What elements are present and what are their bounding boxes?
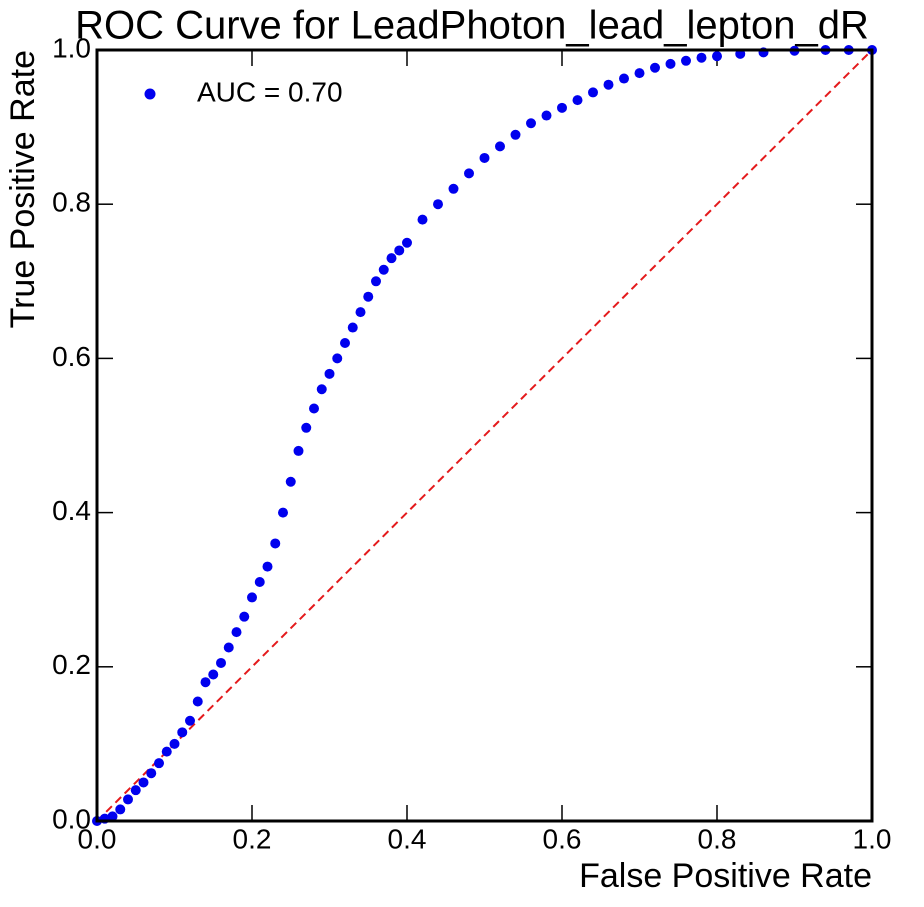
data-point [541,110,552,121]
data-point [208,669,219,680]
data-point [130,785,141,796]
data-point [347,322,358,333]
data-point [270,538,281,549]
data-point [324,368,335,379]
x-tick-label: 0.0 [78,823,117,854]
x-tick-label: 0.6 [543,823,582,854]
data-point [223,642,234,653]
data-point [293,445,304,456]
data-point [177,727,188,738]
data-point [448,183,459,194]
y-tick-label: 1.0 [52,32,91,63]
data-point [386,253,397,264]
data-point [107,811,118,822]
data-point [665,58,676,69]
data-point [363,291,374,302]
data-point [526,118,536,129]
chart-title: ROC Curve for LeadPhoton_lead_lepton_dR [75,4,869,48]
data-point [712,51,722,62]
data-point [650,62,660,73]
data-point [394,245,405,256]
data-point [262,561,273,572]
plot-frame [95,48,874,823]
data-point [402,237,412,248]
y-tick-label: 0.2 [52,649,91,680]
data-point [216,657,226,668]
data-point [192,696,203,707]
data-point [572,95,583,106]
data-point [433,199,443,210]
data-point [316,384,327,395]
x-tick-label: 0.8 [698,823,737,854]
data-point [247,592,257,603]
data-point [278,507,288,518]
data-point [301,422,312,433]
data-point [464,168,474,179]
y-tick-label: 0.8 [52,187,91,218]
data-point [146,768,157,779]
y-tick-label: 0.0 [52,803,91,834]
x-tick-label: 0.4 [388,823,427,854]
y-axis-label: True Positive Rate [4,50,42,328]
data-point [634,68,645,79]
data-point [231,627,242,638]
data-point [200,677,211,688]
y-tick-label: 0.6 [52,341,91,372]
data-point [417,214,428,225]
data-point [588,87,598,98]
data-point [603,79,614,90]
data-point [557,102,567,113]
data-point [254,576,265,587]
data-point [479,152,490,163]
x-axis-label: False Positive Rate [579,857,872,895]
x-tick-label: 0.2 [233,823,272,854]
data-point [239,611,250,622]
data-point [332,353,343,364]
diagonal-line [96,49,873,822]
data-point [355,307,366,318]
data-point [696,52,707,63]
data-point [510,129,521,140]
data-point [309,403,319,414]
data-point [154,758,164,769]
data-point [169,738,180,749]
data-point [138,777,149,788]
data-point [681,55,691,66]
data-point [340,337,350,348]
data-point [115,804,126,815]
data-point [185,715,195,726]
data-point [378,264,389,275]
legend-label: AUC = 0.70 [197,76,343,107]
x-tick-label: 1.0 [853,823,892,854]
data-point [123,794,133,805]
legend-marker [144,88,156,100]
data-point [161,746,172,757]
data-point [619,73,629,84]
data-point [285,476,296,487]
data-point [371,276,381,287]
y-tick-label: 0.4 [52,495,91,526]
data-point [495,141,505,152]
